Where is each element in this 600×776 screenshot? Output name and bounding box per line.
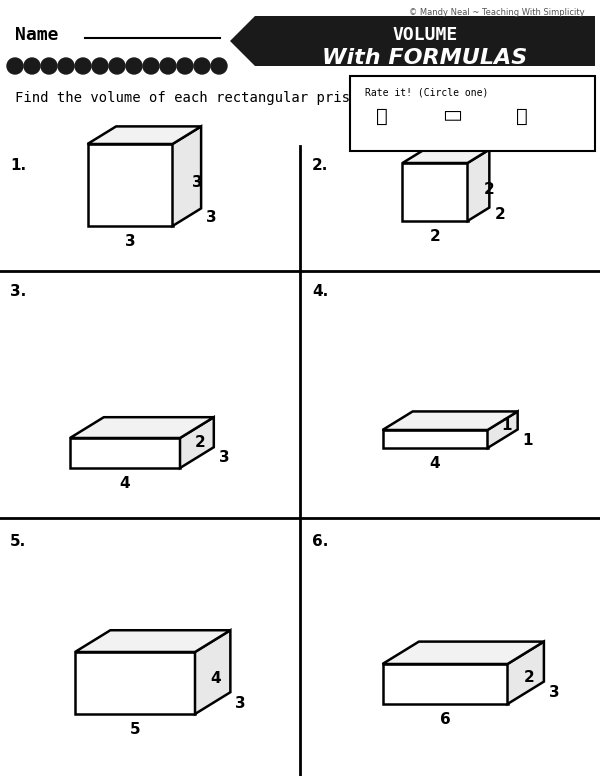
Text: 1: 1 [523, 433, 533, 449]
Text: 4: 4 [119, 476, 130, 491]
Circle shape [126, 58, 142, 74]
Polygon shape [75, 652, 195, 714]
Text: 6.: 6. [312, 534, 328, 549]
Text: 2.: 2. [312, 158, 328, 173]
Text: 3: 3 [192, 175, 202, 190]
Polygon shape [383, 411, 518, 430]
Text: 3: 3 [549, 685, 560, 700]
Polygon shape [75, 630, 230, 652]
Polygon shape [180, 417, 214, 468]
Polygon shape [195, 630, 230, 714]
Text: 3.: 3. [10, 284, 26, 299]
Circle shape [24, 58, 40, 74]
Circle shape [160, 58, 176, 74]
Polygon shape [487, 411, 518, 448]
Text: 3: 3 [125, 234, 136, 249]
Text: 👍: 👍 [376, 106, 388, 126]
Polygon shape [467, 150, 490, 221]
Text: 👍: 👍 [442, 110, 461, 122]
Polygon shape [70, 417, 214, 438]
Text: VOLUME: VOLUME [392, 26, 458, 44]
Circle shape [143, 58, 159, 74]
Polygon shape [88, 126, 201, 144]
Text: 1.: 1. [10, 158, 26, 173]
Circle shape [194, 58, 210, 74]
Polygon shape [88, 144, 173, 226]
Text: Find the volume of each rectangular prism.: Find the volume of each rectangular pris… [15, 91, 367, 105]
Text: 2: 2 [494, 206, 505, 222]
Circle shape [92, 58, 108, 74]
Text: 👎: 👎 [516, 106, 528, 126]
Text: © Mandy Neal ~ Teaching With Simplicity: © Mandy Neal ~ Teaching With Simplicity [409, 8, 585, 17]
Text: 3: 3 [219, 450, 229, 465]
Polygon shape [403, 150, 490, 163]
Polygon shape [70, 438, 180, 468]
Text: Rate it! (Circle one): Rate it! (Circle one) [365, 88, 488, 98]
Text: 5: 5 [130, 722, 140, 737]
Text: With FORMULAS: With FORMULAS [322, 48, 527, 68]
Circle shape [75, 58, 91, 74]
Text: 1: 1 [502, 418, 512, 433]
FancyBboxPatch shape [350, 76, 595, 151]
Polygon shape [383, 642, 544, 664]
Polygon shape [383, 664, 508, 704]
Circle shape [58, 58, 74, 74]
Text: 2: 2 [484, 182, 494, 197]
Circle shape [109, 58, 125, 74]
Text: Name: Name [15, 26, 59, 44]
Text: 2: 2 [523, 670, 534, 684]
Text: 5.: 5. [10, 534, 26, 549]
Polygon shape [383, 430, 487, 448]
Text: 4: 4 [211, 671, 221, 686]
Circle shape [177, 58, 193, 74]
Circle shape [41, 58, 57, 74]
Polygon shape [230, 16, 595, 66]
Text: 6: 6 [440, 712, 451, 727]
Text: 3: 3 [206, 210, 217, 225]
Polygon shape [173, 126, 201, 226]
Circle shape [211, 58, 227, 74]
Text: 2: 2 [195, 435, 206, 450]
Polygon shape [403, 163, 467, 221]
Text: 4.: 4. [312, 284, 328, 299]
Text: 2: 2 [430, 229, 440, 244]
Text: 3: 3 [235, 695, 246, 711]
Polygon shape [508, 642, 544, 704]
Circle shape [7, 58, 23, 74]
Text: 4: 4 [430, 456, 440, 471]
